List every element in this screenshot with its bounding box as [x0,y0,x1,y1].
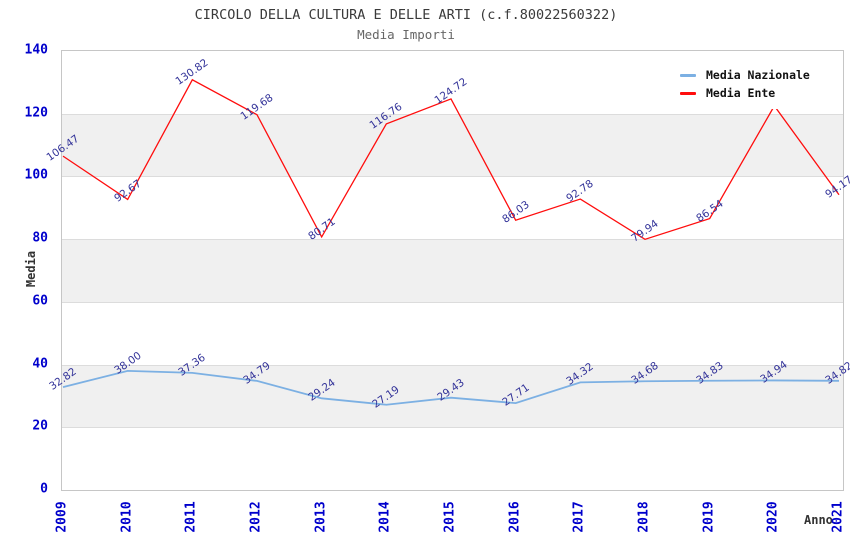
legend: Media Nazionale Media Ente [672,59,822,109]
grid-band [62,239,843,302]
series-lines [62,78,840,406]
x-tick-label: 2012 [248,501,264,533]
chart-subtitle: Media Importi [357,27,455,42]
chart-title: CIRCOLO DELLA CULTURA E DELLE ARTI (c.f.… [194,7,618,23]
x-tick-label: 2017 [571,501,587,533]
media-ente-line-swatch [680,91,696,95]
y-tick-label: 80 [32,230,48,246]
legend-label-media-ente: Media Ente [706,86,776,100]
x-tick-label: 2021 [830,501,846,533]
gridline [62,301,843,303]
x-tick-label: 2015 [442,501,458,533]
x-tick-label: 2020 [765,501,781,533]
x-tick-label: 2014 [377,501,393,533]
plot-area: Media Nazionale Media Ente 32.82 38.00 37.… [45,50,850,491]
media-nazionale-line-swatch [680,73,696,77]
grid-band [62,113,843,177]
x-tick-label: 2019 [701,501,717,533]
y-tick-label: 60 [32,293,48,309]
x-tick-label: 2018 [636,501,652,533]
y-tick-label: 20 [32,418,48,434]
x-tick-label: 2011 [183,501,199,533]
y-tick-label: 100 [24,167,48,183]
x-tick-label: 2013 [313,501,329,533]
gridline [62,427,843,429]
gridline [62,239,843,241]
legend-item-media-nazionale: Media Nazionale [680,66,810,84]
x-axis-title: Anno [804,513,833,527]
series-line-media-nazionale [62,369,840,406]
gridline [62,176,843,178]
y-tick-label: 140 [24,42,48,58]
y-tick-label: 120 [24,105,48,121]
x-tick-label: 2016 [507,501,523,533]
x-tick-label: 2009 [54,501,70,533]
y-axis-title: Media [24,250,38,288]
legend-label-media-nazionale: Media Nazionale [706,68,810,82]
x-tick-label: 2010 [119,501,135,533]
series-line-media-ente [62,78,840,241]
grid-band [62,364,843,428]
gridline [62,364,843,366]
legend-item-media-ente: Media Ente [680,84,810,102]
y-tick-label: 40 [32,356,48,372]
y-tick-label: 0 [40,481,48,497]
gridline [62,113,843,115]
